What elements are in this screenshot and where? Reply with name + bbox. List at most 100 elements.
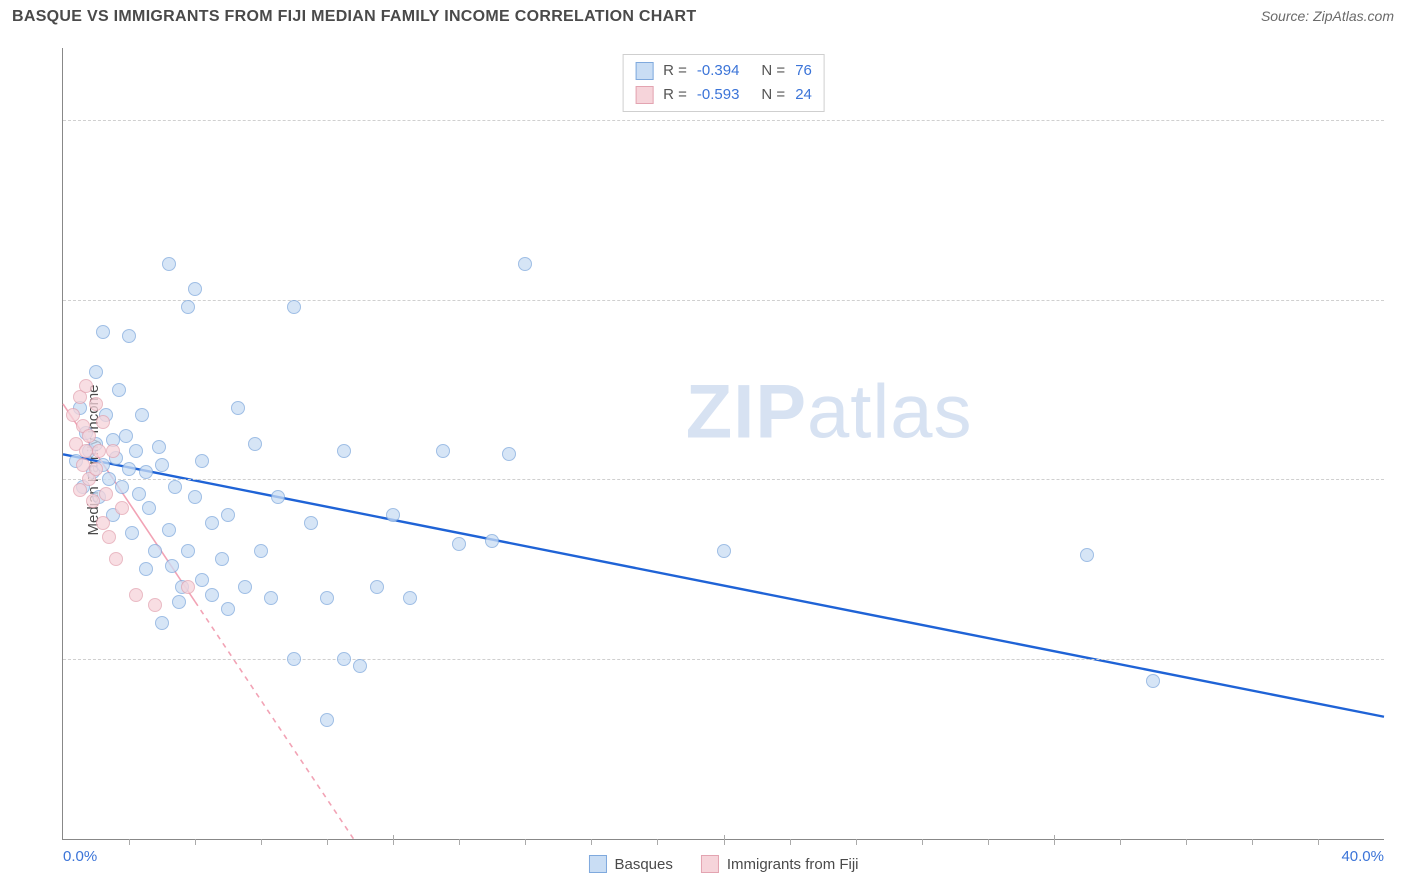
x-tick — [1318, 839, 1319, 845]
data-point — [485, 534, 499, 548]
data-point — [162, 523, 176, 537]
data-point — [717, 544, 731, 558]
data-point — [122, 329, 136, 343]
data-point — [155, 458, 169, 472]
data-point — [92, 444, 106, 458]
data-point — [221, 602, 235, 616]
data-point — [115, 480, 129, 494]
data-point — [287, 652, 301, 666]
source-attribution: Source: ZipAtlas.com — [1261, 8, 1394, 24]
stat-n-label: N = — [761, 59, 785, 83]
legend-item: Immigrants from Fiji — [701, 855, 859, 873]
data-point — [89, 365, 103, 379]
stats-row: R = -0.593 N = 24 — [635, 83, 812, 107]
legend-swatch — [701, 855, 719, 873]
watermark-bold: ZIP — [686, 369, 807, 454]
legend-label: Immigrants from Fiji — [727, 856, 859, 873]
data-point — [502, 447, 516, 461]
data-point — [96, 415, 110, 429]
data-point — [1146, 674, 1160, 688]
data-point — [132, 487, 146, 501]
data-point — [181, 300, 195, 314]
data-point — [248, 437, 262, 451]
legend-item: Basques — [588, 855, 672, 873]
x-tick — [525, 839, 526, 845]
gridline-h — [63, 479, 1384, 480]
data-point — [102, 530, 116, 544]
x-tick — [393, 835, 394, 845]
x-tick — [261, 839, 262, 845]
x-tick — [724, 835, 725, 845]
data-point — [148, 544, 162, 558]
data-point — [320, 713, 334, 727]
data-point — [215, 552, 229, 566]
correlation-stats-box: R =-0.394N =76R =-0.593N =24 — [622, 54, 825, 112]
data-point — [125, 526, 139, 540]
data-point — [139, 562, 153, 576]
data-point — [115, 501, 129, 515]
legend: Basques Immigrants from Fiji — [588, 855, 858, 873]
data-point — [79, 379, 93, 393]
stat-n-value: 24 — [795, 83, 812, 107]
data-point — [112, 383, 126, 397]
stat-n-label: N = — [761, 83, 785, 107]
y-tick-label: $100,000 — [1394, 471, 1406, 488]
data-point — [73, 483, 87, 497]
x-tick — [657, 839, 658, 845]
data-point — [231, 401, 245, 415]
data-point — [102, 472, 116, 486]
x-tick-label: 0.0% — [63, 848, 97, 865]
data-point — [155, 616, 169, 630]
data-point — [89, 397, 103, 411]
data-point — [452, 537, 466, 551]
x-tick — [459, 839, 460, 845]
x-tick — [1120, 839, 1121, 845]
x-tick — [1252, 839, 1253, 845]
x-tick — [856, 839, 857, 845]
data-point — [129, 444, 143, 458]
x-tick — [988, 839, 989, 845]
data-point — [148, 598, 162, 612]
x-tick — [327, 839, 328, 845]
data-point — [188, 282, 202, 296]
y-tick-label: $50,000 — [1394, 651, 1406, 668]
data-point — [181, 544, 195, 558]
gridline-h — [63, 120, 1384, 121]
data-point — [195, 454, 209, 468]
plot-area: ZIPatlas R =-0.394N =76R =-0.593N =24 Ba… — [62, 48, 1384, 840]
data-point — [122, 462, 136, 476]
x-tick — [1054, 835, 1055, 845]
series-swatch — [635, 62, 653, 80]
data-point — [86, 494, 100, 508]
data-point — [370, 580, 384, 594]
legend-label: Basques — [614, 856, 672, 873]
data-point — [96, 516, 110, 530]
data-point — [337, 652, 351, 666]
stat-n-value: 76 — [795, 59, 812, 83]
data-point — [142, 501, 156, 515]
data-point — [139, 465, 153, 479]
chart-title: BASQUE VS IMMIGRANTS FROM FIJI MEDIAN FA… — [12, 8, 696, 26]
data-point — [304, 516, 318, 530]
watermark: ZIPatlas — [686, 368, 973, 455]
x-tick — [1186, 839, 1187, 845]
data-point — [195, 573, 209, 587]
data-point — [165, 559, 179, 573]
stat-r-label: R = — [663, 83, 687, 107]
data-point — [436, 444, 450, 458]
data-point — [271, 490, 285, 504]
series-swatch — [635, 86, 653, 104]
data-point — [320, 591, 334, 605]
stat-r-value: -0.593 — [697, 83, 740, 107]
data-point — [254, 544, 268, 558]
data-point — [518, 257, 532, 271]
data-point — [221, 508, 235, 522]
data-point — [106, 444, 120, 458]
x-tick — [591, 839, 592, 845]
watermark-rest: atlas — [807, 369, 973, 454]
data-point — [172, 595, 186, 609]
x-tick — [922, 839, 923, 845]
stat-r-label: R = — [663, 59, 687, 83]
x-tick-label: 40.0% — [1341, 848, 1384, 865]
data-point — [181, 580, 195, 594]
